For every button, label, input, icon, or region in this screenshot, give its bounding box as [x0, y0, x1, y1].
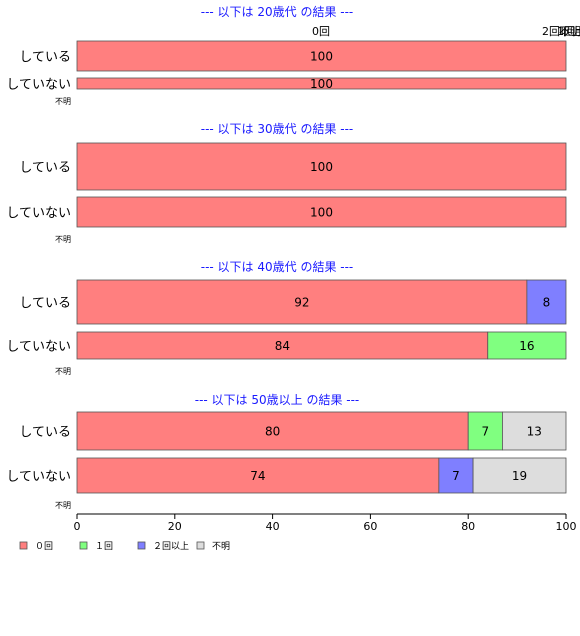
top-segment-label: 0回 [312, 25, 330, 38]
legend-label: 不明 [212, 541, 230, 552]
data-label: 7 [481, 425, 489, 439]
legend-swatch [137, 541, 146, 550]
legend-swatch [19, 541, 28, 550]
top-segment-label: 1回 [557, 25, 575, 38]
bar-segment [487, 331, 567, 360]
legend-label: １回 [95, 541, 113, 552]
data-label: 92 [294, 296, 309, 310]
bar-segment [502, 411, 567, 451]
bar-segment [76, 279, 528, 325]
row-label: していない [6, 470, 71, 485]
data-label: 74 [250, 469, 265, 483]
bar-segment [76, 331, 489, 360]
unknown-row-label: 不明 [55, 367, 71, 376]
unknown-row-label: 不明 [55, 501, 71, 510]
x-tick-label: 20 [168, 520, 182, 533]
legend-swatch [79, 541, 88, 550]
bar-segment [526, 279, 567, 325]
row-label: している [19, 161, 71, 176]
group-title: --- 以下は 40歳代 の結果 --- [201, 260, 354, 274]
legend-swatch [196, 541, 205, 550]
data-label: 100 [310, 77, 333, 91]
legend-label: ２回以上 [153, 541, 189, 552]
data-label: 16 [519, 339, 534, 353]
row-label: している [19, 296, 71, 311]
bar-segment [76, 40, 567, 72]
row-label: している [19, 50, 71, 65]
data-label: 8 [543, 296, 551, 310]
group-title: --- 以下は 30歳代 の結果 --- [201, 122, 354, 136]
group-title: --- 以下は 50歳以上 の結果 --- [195, 393, 360, 407]
bar-segment [76, 142, 567, 191]
unknown-row-label: 不明 [55, 235, 71, 244]
data-label: 100 [310, 160, 333, 174]
data-label: 80 [265, 425, 280, 439]
data-label: 100 [310, 50, 333, 64]
row-label: している [19, 425, 71, 440]
x-tick-label: 100 [556, 520, 577, 533]
data-label: 7 [452, 469, 460, 483]
data-label: 100 [310, 206, 333, 220]
legend-label: ０回 [35, 541, 53, 552]
top-segment-label: 不明 [559, 25, 580, 38]
row-label: していない [6, 340, 71, 355]
x-tick-label: 60 [363, 520, 377, 533]
group-title: --- 以下は 20歳代 の結果 --- [201, 5, 354, 19]
data-label: 84 [275, 339, 290, 353]
bar-segment [76, 457, 440, 494]
row-label: していない [6, 206, 71, 221]
x-tick-label: 0 [74, 520, 81, 533]
data-label: 19 [512, 469, 527, 483]
bar-segment [76, 77, 567, 90]
x-tick-label: 40 [266, 520, 280, 533]
x-tick-label: 80 [461, 520, 475, 533]
top-segment-label: 2回以上 [542, 25, 580, 38]
unknown-row-label: 不明 [55, 97, 71, 106]
row-label: していない [6, 78, 71, 93]
bar-segment [467, 411, 503, 451]
bar-segment [472, 457, 567, 494]
bar-segment [76, 196, 567, 228]
data-label: 13 [527, 425, 542, 439]
